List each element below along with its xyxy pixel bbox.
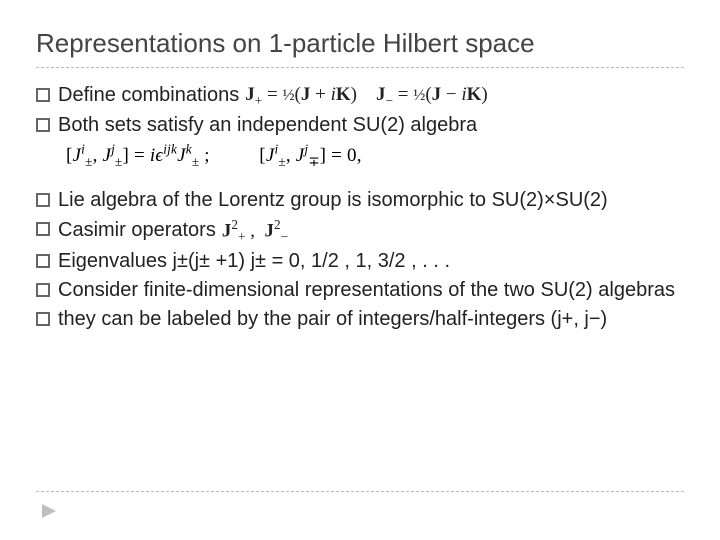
bullet-text: they can be labeled by the pair of integ… (58, 306, 684, 333)
bullet-item: Consider finite-dimensional representati… (36, 277, 684, 304)
bullet-item: they can be labeled by the pair of integ… (36, 306, 684, 333)
checkbox-icon (36, 222, 50, 236)
checkbox-icon (36, 283, 50, 297)
bullet-text: Both sets satisfy an independent SU(2) a… (58, 112, 684, 139)
slide-content: Define combinations J+ = ½(J + iK) J− = … (36, 82, 684, 333)
formula-inline: J2+ , J2− (222, 216, 288, 246)
formula-inline: J+ = ½(J + iK) J− = ½(J − iK) (245, 82, 488, 110)
checkbox-icon (36, 254, 50, 268)
formula-block: [Ji±, Jj±] = iϵijkJk± ; [Ji±, Jj∓] = 0, (36, 141, 684, 171)
slide: Representations on 1-particle Hilbert sp… (0, 0, 720, 540)
bullet-item: Define combinations J+ = ½(J + iK) J− = … (36, 82, 684, 110)
bullet-item: Casimir operators J2+ , J2− (36, 216, 684, 246)
bullet-text: Casimir operators J2+ , J2− (58, 216, 684, 246)
checkbox-icon (36, 88, 50, 102)
bullet-text: Define combinations J+ = ½(J + iK) J− = … (58, 82, 684, 110)
bullet-item: Eigenvalues j±(j± +1) j± = 0, 1/2 , 1, 3… (36, 248, 684, 275)
slide-title: Representations on 1-particle Hilbert sp… (36, 28, 684, 68)
formula-commutator: [Ji±, Jj±] = iϵijkJk± ; [Ji±, Jj∓] = 0, (66, 145, 362, 166)
checkbox-icon (36, 193, 50, 207)
bullet-text: Lie algebra of the Lorentz group is isom… (58, 187, 684, 214)
footer-arrow-icon (40, 502, 58, 520)
footer-divider (36, 491, 684, 492)
bullet-text-prefix: Casimir operators (58, 217, 216, 244)
checkbox-icon (36, 312, 50, 326)
bullet-item: Lie algebra of the Lorentz group is isom… (36, 187, 684, 214)
checkbox-icon (36, 118, 50, 132)
bullet-text: Eigenvalues j±(j± +1) j± = 0, 1/2 , 1, 3… (58, 248, 684, 275)
bullet-text-prefix: Define combinations (58, 82, 239, 109)
bullet-text: Consider finite-dimensional representati… (58, 277, 684, 304)
bullet-item: Both sets satisfy an independent SU(2) a… (36, 112, 684, 139)
